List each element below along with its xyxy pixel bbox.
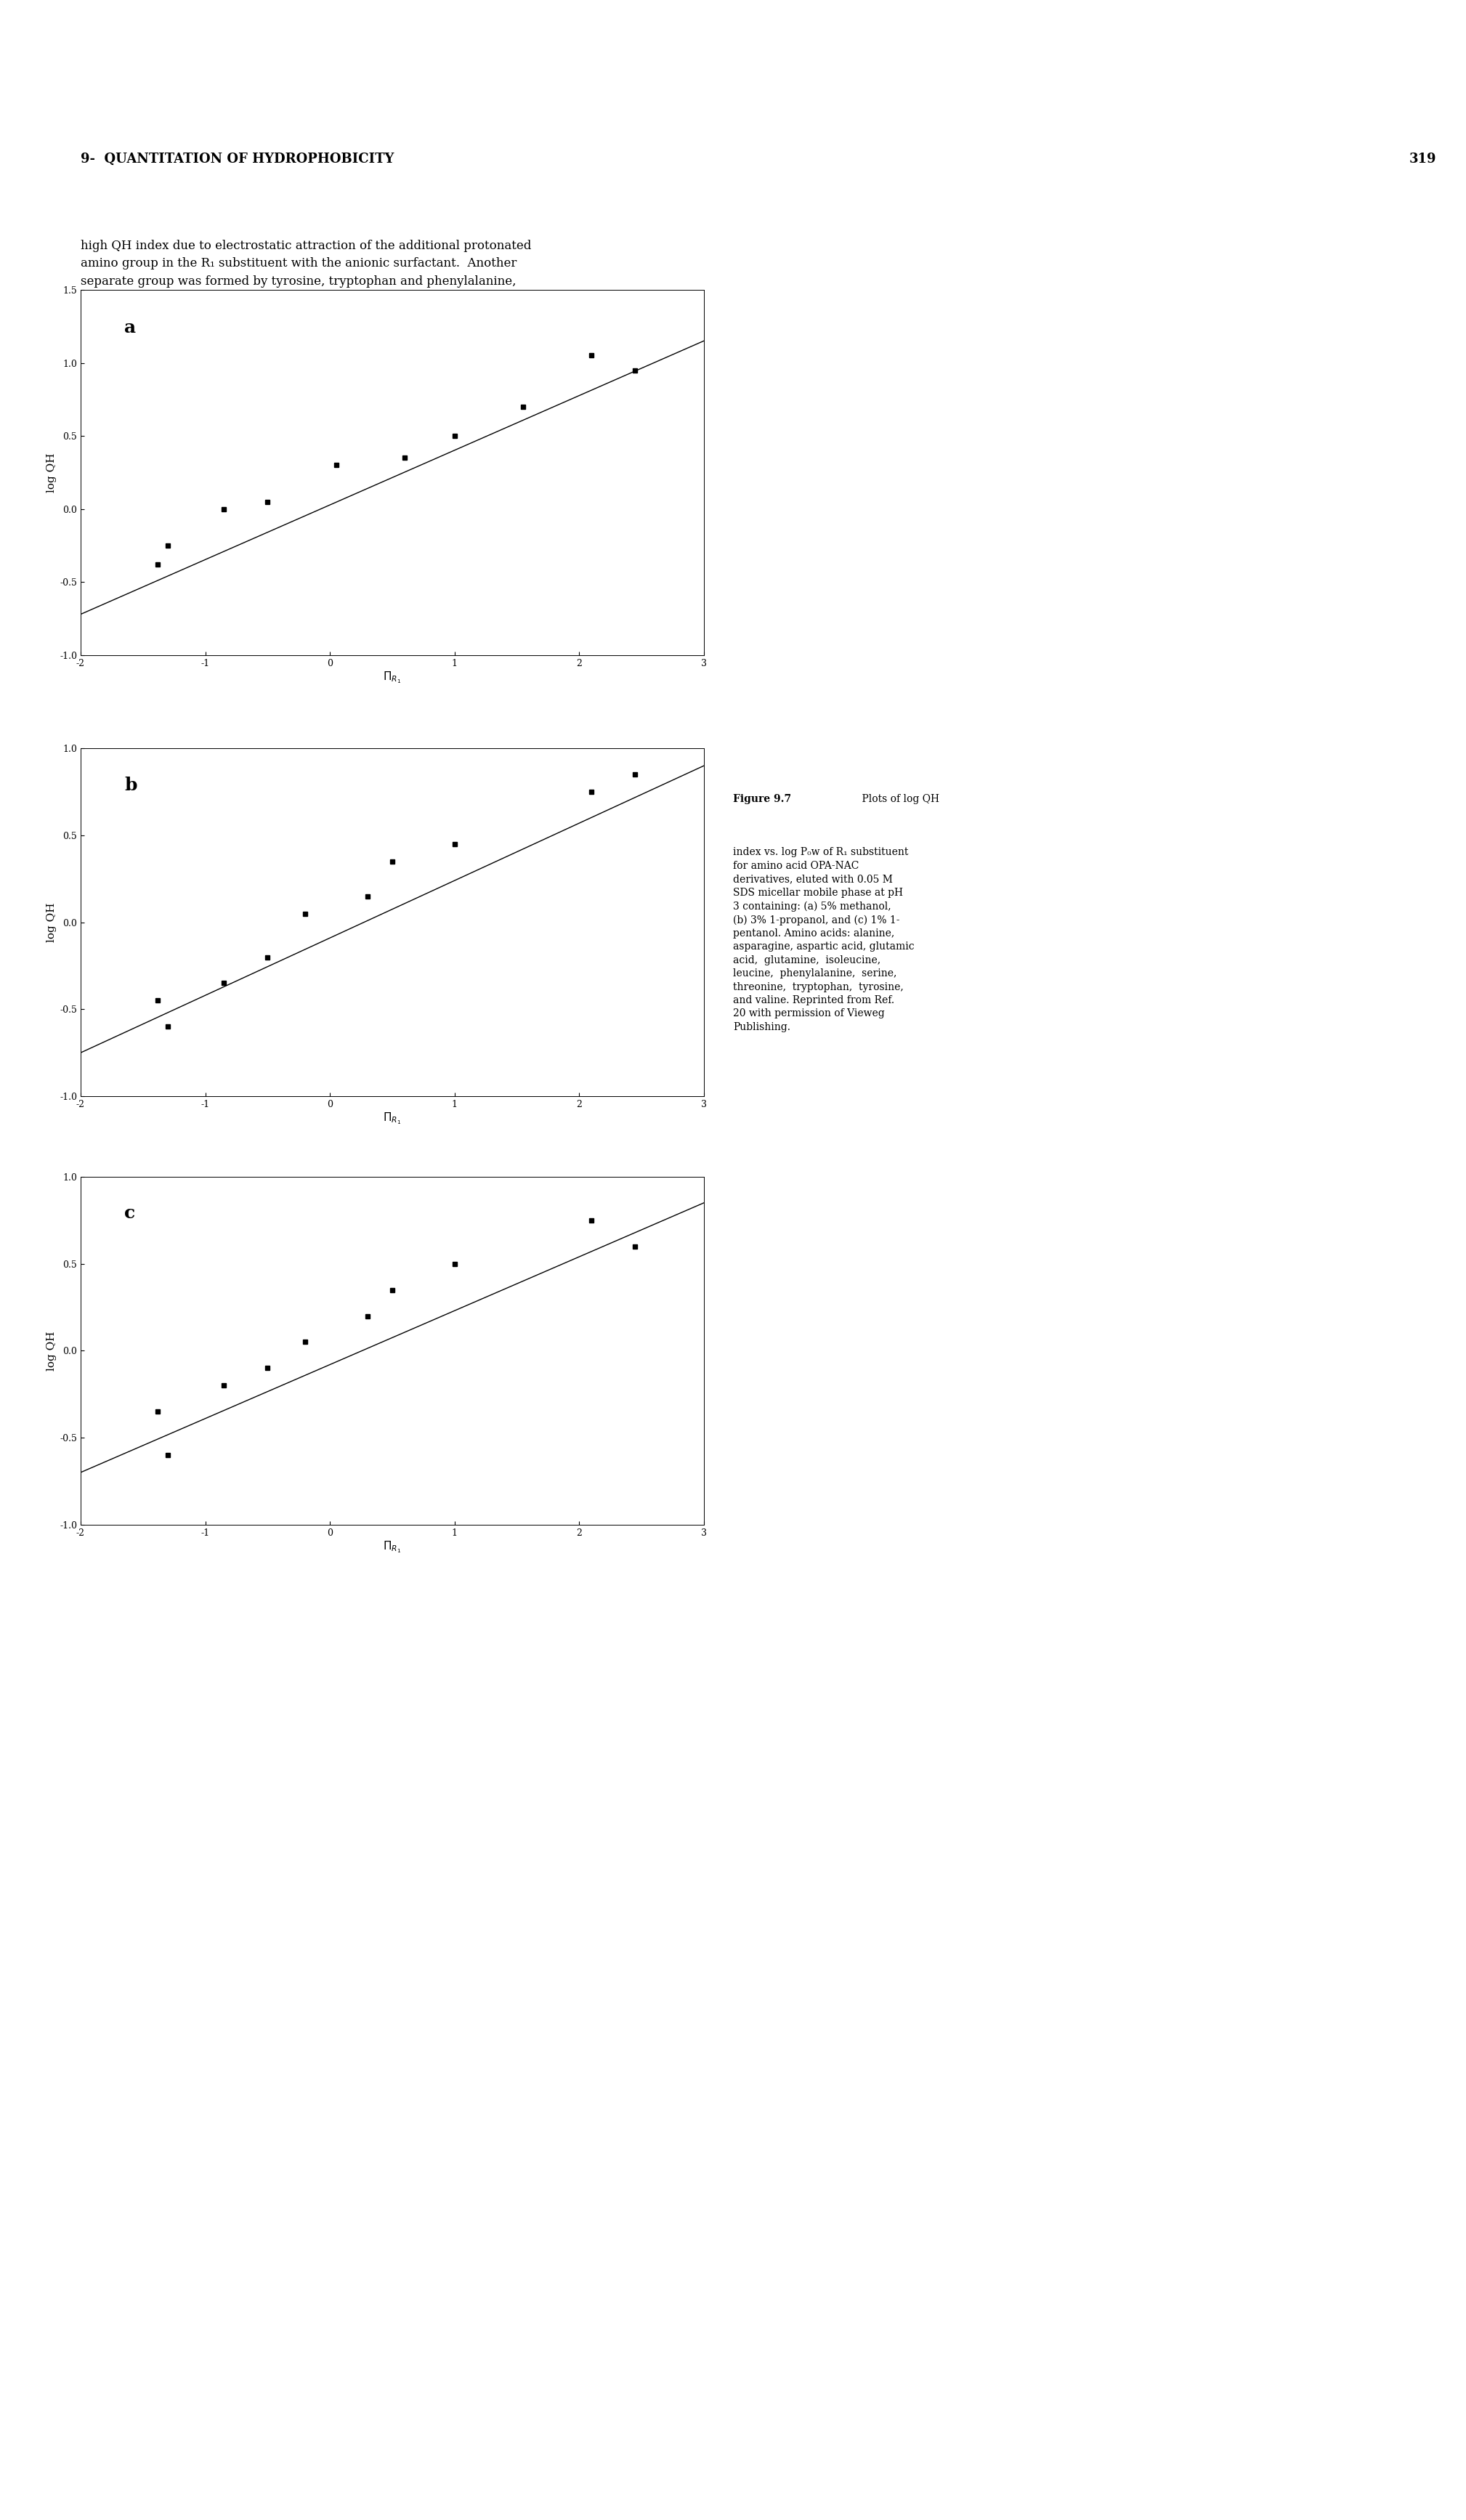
X-axis label: $\Pi_{R_1}$: $\Pi_{R_1}$: [383, 1540, 402, 1555]
Text: b: b: [125, 776, 136, 794]
Text: 319: 319: [1409, 151, 1437, 166]
Text: Plots of log QH: Plots of log QH: [849, 794, 940, 804]
Text: Figure 9.7: Figure 9.7: [733, 794, 792, 804]
Text: 9-  QUANTITATION OF HYDROPHOBICITY: 9- QUANTITATION OF HYDROPHOBICITY: [81, 151, 394, 166]
Y-axis label: log QH: log QH: [47, 1331, 57, 1371]
Text: index vs. log P₀w of R₁ substituent
for amino acid OPA-NAC
derivatives, eluted w: index vs. log P₀w of R₁ substituent for …: [733, 847, 915, 1033]
Text: c: c: [125, 1205, 135, 1222]
Y-axis label: log QH: log QH: [47, 454, 57, 491]
X-axis label: $\Pi_{R_1}$: $\Pi_{R_1}$: [383, 670, 402, 685]
X-axis label: $\Pi_{R_1}$: $\Pi_{R_1}$: [383, 1111, 402, 1126]
Y-axis label: log QH: log QH: [47, 902, 57, 942]
Text: a: a: [125, 320, 136, 338]
Text: high QH index due to electrostatic attraction of the additional protonated
amino: high QH index due to electrostatic attra…: [81, 239, 531, 305]
